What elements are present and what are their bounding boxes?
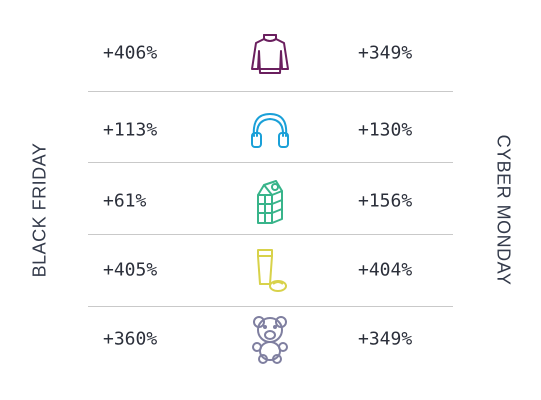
black-friday-value: +405%	[103, 259, 158, 281]
cyber-monday-value: +130%	[358, 119, 413, 141]
row-divider	[88, 306, 453, 307]
row-divider	[88, 162, 453, 163]
black-friday-value: +61%	[103, 190, 147, 212]
black-friday-value: +406%	[103, 42, 158, 64]
milk-carton-icon	[248, 177, 292, 225]
headphones-icon	[248, 106, 292, 154]
cyber-monday-value: +156%	[358, 190, 413, 212]
cyber-monday-label: CYBER MONDAY	[493, 134, 514, 286]
cosmetics-icon	[248, 246, 292, 294]
cyber-monday-value: +349%	[358, 42, 413, 64]
row-divider	[88, 234, 453, 235]
cyber-monday-value: +349%	[358, 328, 413, 350]
black-friday-value: +113%	[103, 119, 158, 141]
black-friday-value: +360%	[103, 328, 158, 350]
sweater-icon	[248, 29, 292, 77]
row-divider	[88, 91, 453, 92]
black-friday-label: BLACK FRIDAY	[29, 142, 50, 278]
cyber-monday-value: +404%	[358, 259, 413, 281]
teddy-bear-icon	[248, 315, 292, 364]
